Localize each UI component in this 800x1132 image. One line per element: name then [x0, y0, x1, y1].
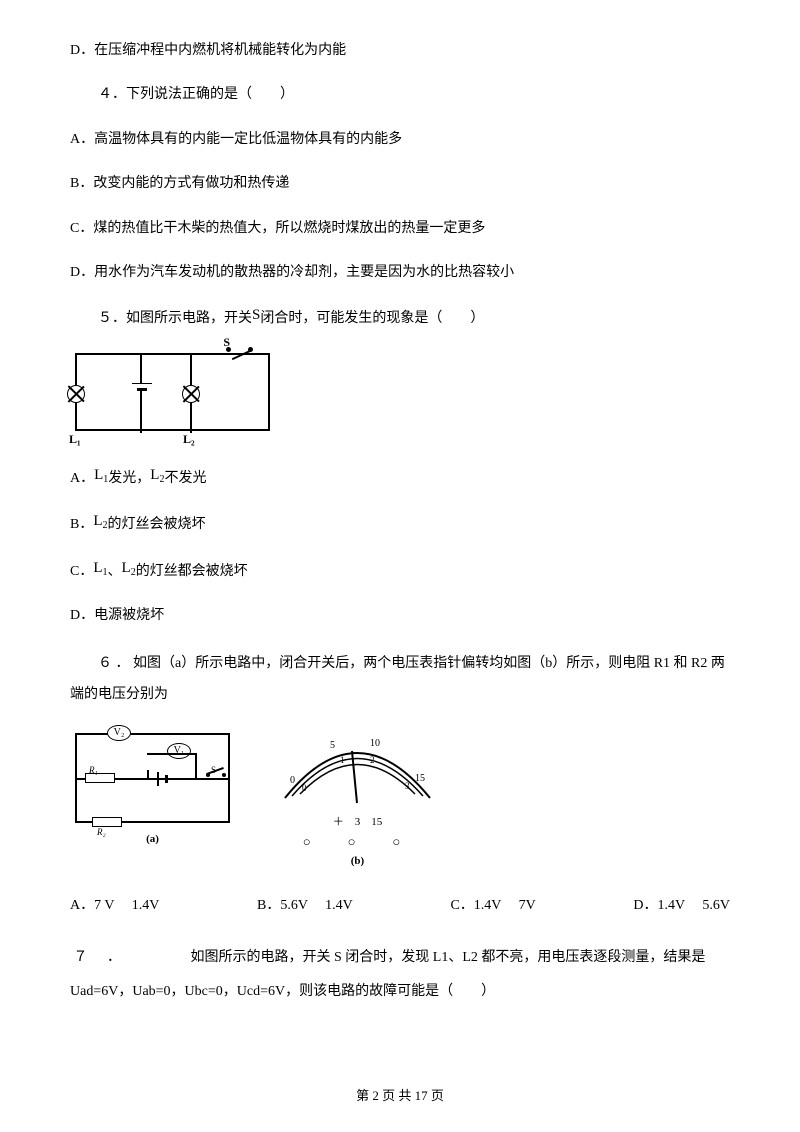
s-label: S	[211, 763, 216, 777]
q7-dot: ．	[107, 943, 187, 974]
svg-text:2: 2	[370, 755, 375, 765]
voltmeter-v1-icon: V₁	[167, 743, 191, 759]
label-s: S	[223, 333, 230, 352]
q6-figures: V₂ V₁ R₁ R₂ S (a)	[75, 733, 730, 870]
r1-label: R₁	[89, 763, 98, 777]
q6-circuit-a: V₂ V₁ R₁ R₂ S (a)	[75, 733, 230, 849]
l-symbol: L	[150, 463, 159, 487]
opt-text: 不发光	[164, 468, 206, 490]
q5-stem-s: S	[252, 307, 260, 323]
q3-option-d: D．在压缩冲程中内燃机将机械能转化为内能	[70, 40, 730, 62]
wire	[115, 778, 230, 780]
opt-prefix: B．	[70, 514, 93, 536]
q4-option-c: C．煤的热值比干木柴的热值大，所以燃烧时煤放出的热量一定更多	[70, 218, 730, 240]
opt-prefix: C．	[70, 561, 93, 583]
lamp-l1-icon	[67, 385, 85, 403]
l-symbol: L	[122, 556, 131, 580]
svg-text:15: 15	[415, 773, 425, 784]
wire	[140, 391, 142, 433]
l-symbol: L	[93, 556, 102, 580]
meter-terminals-label: ＋ 3 15	[270, 814, 445, 832]
q4-option-a: A．高温物体具有的内能一定比低温物体具有的内能多	[70, 129, 730, 151]
wire	[147, 753, 197, 755]
page-footer: 第 2 页 共 17 页	[0, 1086, 800, 1107]
wire	[190, 355, 192, 385]
label-l1: L₁	[69, 430, 81, 449]
opt-text: 的灯丝都会被烧坏	[136, 561, 248, 583]
label-l2: L₂	[183, 430, 195, 449]
meter-terminals-icon: ○ ○ ○	[270, 832, 445, 853]
q5-option-c: C． L1 、 L2 的灯丝都会被烧坏	[70, 559, 730, 583]
wire	[195, 753, 197, 780]
q7-stem-line2: Uad=6V，Uab=0，Ubc=0，Ucd=6V，则该电路的故障可能是（ ）	[70, 981, 730, 1003]
q6-option-a: A．7 V 1.4V	[70, 895, 159, 917]
q6-stem: ６ ． 如图（a）所示电路中，闭合开关后，两个电压表指针偏转均如图（b）所示，则…	[70, 649, 730, 711]
q7-text1: 如图所示的电路，开关 S 闭合时，发现 L1、L2 都不亮，用电压表逐段测量，结…	[191, 950, 706, 965]
q6-option-c: C．1.4V 7V	[450, 895, 535, 917]
opt-prefix: A．	[70, 468, 94, 490]
q7-stem: ７ ． 如图所示的电路，开关 S 闭合时，发现 L1、L2 都不亮，用电压表逐段…	[70, 943, 730, 974]
wire	[147, 770, 149, 780]
q4-option-b: B．改变内能的方式有做功和热传递	[70, 173, 730, 195]
q5-stem: ５．如图所示电路，开关S闭合时，可能发生的现象是（ ）	[70, 306, 730, 330]
q6-options: A．7 V 1.4V B．5.6V 1.4V C．1.4V 7V D．1.4V …	[70, 895, 730, 917]
svg-text:0: 0	[290, 775, 295, 786]
q6-meter-b: 0 5 10 15 0 1 2 3 ＋ 3 15 ○ ○ ○ (b)	[270, 733, 445, 870]
q7-num: ７	[74, 943, 104, 974]
q5-option-b: B． L2 的灯丝会被烧坏	[70, 512, 730, 536]
meter-arc-icon: 0 5 10 15 0 1 2 3	[270, 733, 445, 808]
q5-option-d: D．电源被烧坏	[70, 605, 730, 627]
opt-text: 发光，	[108, 468, 150, 490]
svg-text:10: 10	[370, 738, 380, 749]
q6-option-b: B．5.6V 1.4V	[257, 895, 353, 917]
l-symbol: L	[93, 509, 102, 533]
battery-icon	[132, 383, 152, 392]
q5-circuit-diagram: L₁ L₂ S	[70, 353, 730, 431]
q5-stem-post: 闭合时，可能发生的现象是（ ）	[260, 311, 484, 326]
svg-text:1: 1	[340, 755, 345, 765]
wire	[77, 778, 85, 780]
svg-text:3: 3	[405, 781, 410, 791]
lamp-l2-icon	[182, 385, 200, 403]
q5-stem-pre: ５．如图所示电路，开关	[98, 311, 252, 326]
battery-icon	[157, 772, 168, 794]
q5-option-a: A． L1 发光， L2 不发光	[70, 466, 730, 490]
svg-text:5: 5	[330, 740, 335, 751]
q5-circuit-box: L₁ L₂ S	[75, 353, 270, 431]
wire	[190, 403, 192, 433]
r2-label: R₂	[97, 825, 106, 839]
l-symbol: L	[94, 463, 103, 487]
svg-text:0: 0	[302, 783, 307, 793]
caption-b: (b)	[270, 853, 445, 871]
voltmeter-v2-icon: V₂	[107, 725, 131, 741]
opt-text: 、	[108, 561, 122, 583]
wire	[140, 355, 142, 383]
q6-option-d: D．1.4V 5.6V	[633, 895, 730, 917]
q4-option-d: D．用水作为汽车发动机的散热器的冷却剂，主要是因为水的比热容较小	[70, 262, 730, 284]
opt-text: 的灯丝会被烧坏	[108, 514, 206, 536]
q4-stem: ４．下列说法正确的是（ ）	[70, 84, 730, 106]
